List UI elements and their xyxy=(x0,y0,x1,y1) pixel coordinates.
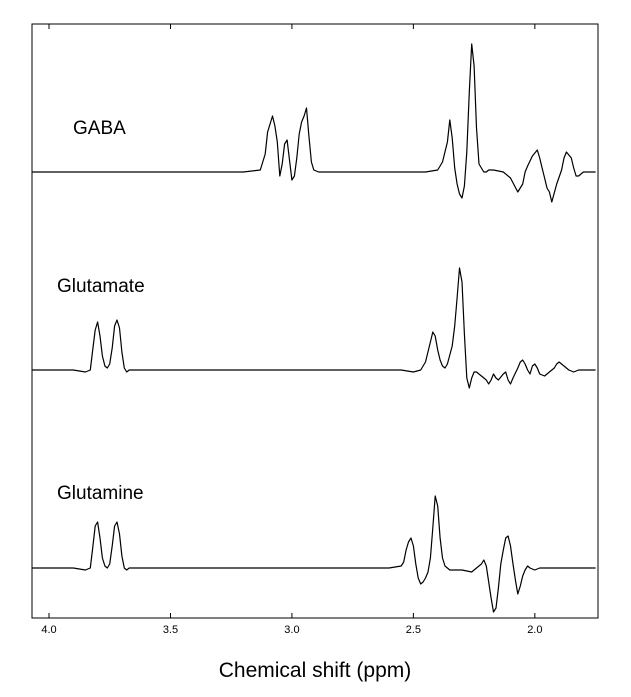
x-tick-label: 2.5 xyxy=(406,624,421,636)
x-tick-label: 3.0 xyxy=(284,624,299,636)
spectrum-traces xyxy=(32,43,596,613)
series-line-glutamine xyxy=(32,495,596,613)
series-line-gaba xyxy=(32,43,596,203)
x-tick-label: 3.5 xyxy=(163,624,178,636)
x-tick-label: 2.0 xyxy=(527,624,542,636)
plot-frame xyxy=(31,23,599,619)
trace-label-gaba: GABA xyxy=(73,118,126,139)
series-line-glutamate xyxy=(32,267,596,389)
x-axis: 4.0 3.5 3.0 2.5 2.0 xyxy=(41,24,542,636)
trace-label-glutamate: Glutamate xyxy=(57,276,145,297)
x-tick-label: 4.0 xyxy=(41,624,56,636)
trace-labels: GABA Glutamate Glutamine xyxy=(57,118,145,504)
x-axis-title: Chemical shift (ppm) xyxy=(219,659,412,682)
trace-label-glutamine: Glutamine xyxy=(57,483,144,504)
